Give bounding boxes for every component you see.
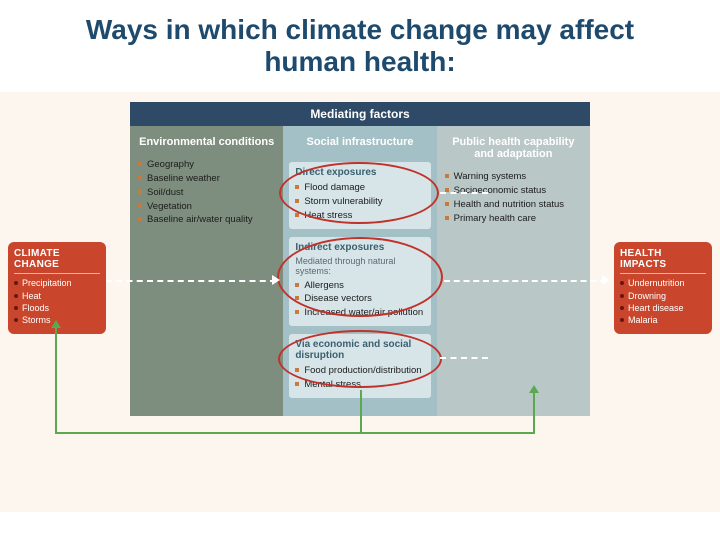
exposure-title: Direct exposures (295, 166, 424, 181)
feedback-line-vR (533, 392, 535, 432)
arrowhead-icon (272, 275, 280, 285)
list-item: Baseline air/water quality (138, 213, 275, 227)
list-item: Allergens (295, 279, 424, 293)
list-item: Primary health care (445, 212, 582, 226)
col-public-health: Public health capability and adaptation … (437, 126, 590, 415)
col-social-header: Social infrastructure (291, 132, 428, 158)
col-public-list: Warning systems Socioeconomic status Hea… (445, 170, 582, 225)
climate-change-list: Precipitation Heat Floods Storms (14, 277, 100, 326)
list-item: Malaria (620, 314, 706, 326)
col-public-header: Public health capability and adaptation (445, 132, 582, 170)
list-item: Socioeconomic status (445, 184, 582, 198)
mediating-header: Mediating factors (130, 102, 590, 126)
list-item: Heat (14, 290, 100, 302)
page-title: Ways in which climate change may affect … (0, 0, 720, 82)
list-item: Floods (14, 302, 100, 314)
list-item: Heat stress (295, 209, 424, 223)
list-item: Disease vectors (295, 292, 424, 306)
list-item: Health and nutrition status (445, 198, 582, 212)
list-item: Drowning (620, 290, 706, 302)
feedback-line-h (55, 432, 535, 434)
list-item: Food production/distribution (295, 364, 424, 378)
list-item: Geography (138, 158, 275, 172)
list-item: Vegetation (138, 200, 275, 214)
list-item: Storm vulnerability (295, 195, 424, 209)
feedback-line-vM (360, 390, 362, 432)
exposure-title: Via economic and social disruption (295, 338, 424, 364)
exposure-subtitle: Mediated through natural systems: (295, 256, 424, 279)
list-item: Warning systems (445, 170, 582, 184)
exposure-list: Allergens Disease vectors Increased wate… (295, 279, 424, 320)
dash-arrow-left (106, 280, 276, 282)
health-impacts-box: HEALTH IMPACTS Undernutrition Drowning H… (614, 242, 712, 334)
list-item: Heart disease (620, 302, 706, 314)
health-impacts-header: HEALTH IMPACTS (620, 248, 706, 274)
dash-arrow-top (440, 192, 488, 194)
dash-arrow-right (444, 280, 606, 282)
list-item: Soil/dust (138, 186, 275, 200)
feedback-arrowhead-right-icon (529, 385, 539, 393)
list-item: Precipitation (14, 277, 100, 289)
health-impacts-list: Undernutrition Drowning Heart disease Ma… (620, 277, 706, 326)
list-item: Undernutrition (620, 277, 706, 289)
arrowhead-icon (602, 275, 610, 285)
list-item: Baseline weather (138, 172, 275, 186)
exposure-list: Food production/distribution Mental stre… (295, 364, 424, 392)
exposure-group-direct: Direct exposures Flood damage Storm vuln… (289, 162, 430, 228)
col-environmental: Environmental conditions Geography Basel… (130, 126, 283, 415)
col-env-header: Environmental conditions (138, 132, 275, 158)
mediating-columns: Environmental conditions Geography Basel… (130, 126, 590, 415)
exposure-group-indirect: Indirect exposures Mediated through natu… (289, 237, 430, 326)
list-item: Flood damage (295, 181, 424, 195)
exposure-list: Flood damage Storm vulnerability Heat st… (295, 181, 424, 222)
exposure-group-economic: Via economic and social disruption Food … (289, 334, 430, 398)
col-social: Social infrastructure Direct exposures F… (283, 126, 436, 415)
diagram-canvas: CLIMATE CHANGE Precipitation Heat Floods… (0, 92, 720, 512)
feedback-arrowhead-left-icon (51, 320, 61, 328)
mediating-block: Mediating factors Environmental conditio… (130, 102, 590, 415)
exposure-title: Indirect exposures (295, 241, 424, 256)
col-env-list: Geography Baseline weather Soil/dust Veg… (138, 158, 275, 227)
list-item: Increased water/air pollution (295, 306, 424, 320)
dash-arrow-bottom (440, 357, 488, 359)
feedback-line-vL (55, 327, 57, 432)
climate-change-header: CLIMATE CHANGE (14, 248, 100, 274)
